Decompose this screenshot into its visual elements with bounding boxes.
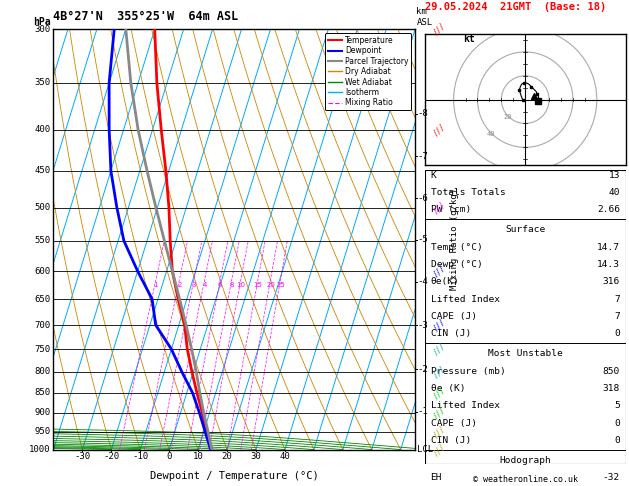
Text: 600: 600: [34, 267, 50, 276]
Text: ///: ///: [431, 424, 447, 440]
Text: 3: 3: [192, 282, 196, 288]
Text: -8: -8: [417, 109, 428, 118]
Text: -7: -7: [417, 152, 428, 161]
Text: 15: 15: [253, 282, 262, 288]
Text: Dewpoint / Temperature (°C): Dewpoint / Temperature (°C): [150, 471, 319, 482]
Text: 2: 2: [177, 282, 182, 288]
Text: 316: 316: [603, 278, 620, 286]
Text: -1: -1: [417, 407, 428, 417]
Text: LCL: LCL: [417, 445, 433, 454]
Text: 0: 0: [614, 330, 620, 338]
Text: ///: ///: [431, 263, 447, 279]
Text: km
ASL: km ASL: [416, 7, 433, 27]
Text: 500: 500: [34, 203, 50, 212]
Text: 950: 950: [34, 427, 50, 436]
Text: 550: 550: [34, 236, 50, 245]
Text: CIN (J): CIN (J): [431, 436, 471, 445]
Text: 350: 350: [34, 78, 50, 87]
Text: 400: 400: [34, 125, 50, 134]
Text: EH: EH: [431, 473, 442, 483]
Text: PW (cm): PW (cm): [431, 206, 471, 214]
Text: θe(K): θe(K): [431, 278, 459, 286]
Text: Pressure (mb): Pressure (mb): [431, 367, 505, 376]
Text: CIN (J): CIN (J): [431, 330, 471, 338]
Text: 800: 800: [34, 367, 50, 376]
Text: Hodograph: Hodograph: [499, 456, 551, 465]
Text: 8: 8: [230, 282, 234, 288]
Text: 5: 5: [614, 401, 620, 410]
Text: 1: 1: [153, 282, 158, 288]
Text: Temp (°C): Temp (°C): [431, 243, 482, 252]
Text: 25: 25: [276, 282, 285, 288]
Text: ///: ///: [431, 364, 447, 380]
Text: 850: 850: [603, 367, 620, 376]
Text: 30: 30: [250, 452, 262, 461]
Text: 7: 7: [614, 295, 620, 304]
Text: Lifted Index: Lifted Index: [431, 295, 499, 304]
Text: ///: ///: [431, 385, 447, 401]
Legend: Temperature, Dewpoint, Parcel Trajectory, Dry Adiabat, Wet Adiabat, Isotherm, Mi: Temperature, Dewpoint, Parcel Trajectory…: [325, 33, 411, 110]
Text: -3: -3: [417, 320, 428, 330]
Text: ///: ///: [431, 405, 447, 421]
Text: 14.3: 14.3: [597, 260, 620, 269]
Text: 13: 13: [608, 171, 620, 180]
Text: 900: 900: [34, 408, 50, 417]
Text: -32: -32: [603, 473, 620, 483]
Text: 0: 0: [614, 436, 620, 445]
Text: Mixing Ratio (g/kg): Mixing Ratio (g/kg): [450, 188, 459, 291]
Text: © weatheronline.co.uk: © weatheronline.co.uk: [473, 474, 577, 484]
Text: Surface: Surface: [505, 226, 545, 234]
Text: ///: ///: [431, 341, 447, 357]
Text: CAPE (J): CAPE (J): [431, 419, 477, 428]
Text: 10: 10: [192, 452, 204, 461]
Text: 700: 700: [34, 320, 50, 330]
Text: ///: ///: [431, 441, 447, 458]
Text: Totals Totals: Totals Totals: [431, 188, 505, 197]
Text: -10: -10: [132, 452, 148, 461]
Text: Most Unstable: Most Unstable: [488, 349, 562, 358]
Text: hPa: hPa: [33, 17, 50, 27]
Text: ///: ///: [431, 122, 447, 138]
Text: 750: 750: [34, 345, 50, 354]
Text: 0: 0: [614, 419, 620, 428]
Text: 650: 650: [34, 295, 50, 304]
Text: -5: -5: [417, 235, 428, 244]
Text: ///: ///: [431, 317, 447, 333]
Text: 1000: 1000: [29, 445, 50, 454]
Text: 318: 318: [603, 384, 620, 393]
Text: 20: 20: [504, 114, 512, 120]
Text: kt: kt: [463, 35, 475, 44]
Text: 10: 10: [237, 282, 245, 288]
Text: 29.05.2024  21GMT  (Base: 18): 29.05.2024 21GMT (Base: 18): [425, 2, 606, 13]
Text: -2: -2: [417, 365, 428, 374]
Text: ///: ///: [431, 21, 447, 37]
Text: 40: 40: [487, 131, 495, 137]
Text: 6: 6: [218, 282, 223, 288]
Text: -4: -4: [417, 277, 428, 286]
Text: CAPE (J): CAPE (J): [431, 312, 477, 321]
Text: Dewp (°C): Dewp (°C): [431, 260, 482, 269]
Text: 4B°27'N  355°25'W  64m ASL: 4B°27'N 355°25'W 64m ASL: [53, 10, 239, 23]
Text: 20: 20: [221, 452, 233, 461]
Text: 20: 20: [266, 282, 275, 288]
Text: -6: -6: [417, 194, 428, 203]
Text: 300: 300: [34, 25, 50, 34]
Text: -20: -20: [103, 452, 120, 461]
Text: Lifted Index: Lifted Index: [431, 401, 499, 410]
Text: 0: 0: [167, 452, 172, 461]
Text: -30: -30: [74, 452, 91, 461]
Text: 850: 850: [34, 388, 50, 397]
Text: 4: 4: [203, 282, 207, 288]
Text: 7: 7: [614, 312, 620, 321]
Text: 450: 450: [34, 166, 50, 175]
Text: 14.7: 14.7: [597, 243, 620, 252]
Text: 40: 40: [608, 188, 620, 197]
Text: K: K: [431, 171, 437, 180]
Text: θe (K): θe (K): [431, 384, 465, 393]
Text: 2.66: 2.66: [597, 206, 620, 214]
Text: 40: 40: [279, 452, 291, 461]
Text: ///: ///: [431, 199, 447, 216]
